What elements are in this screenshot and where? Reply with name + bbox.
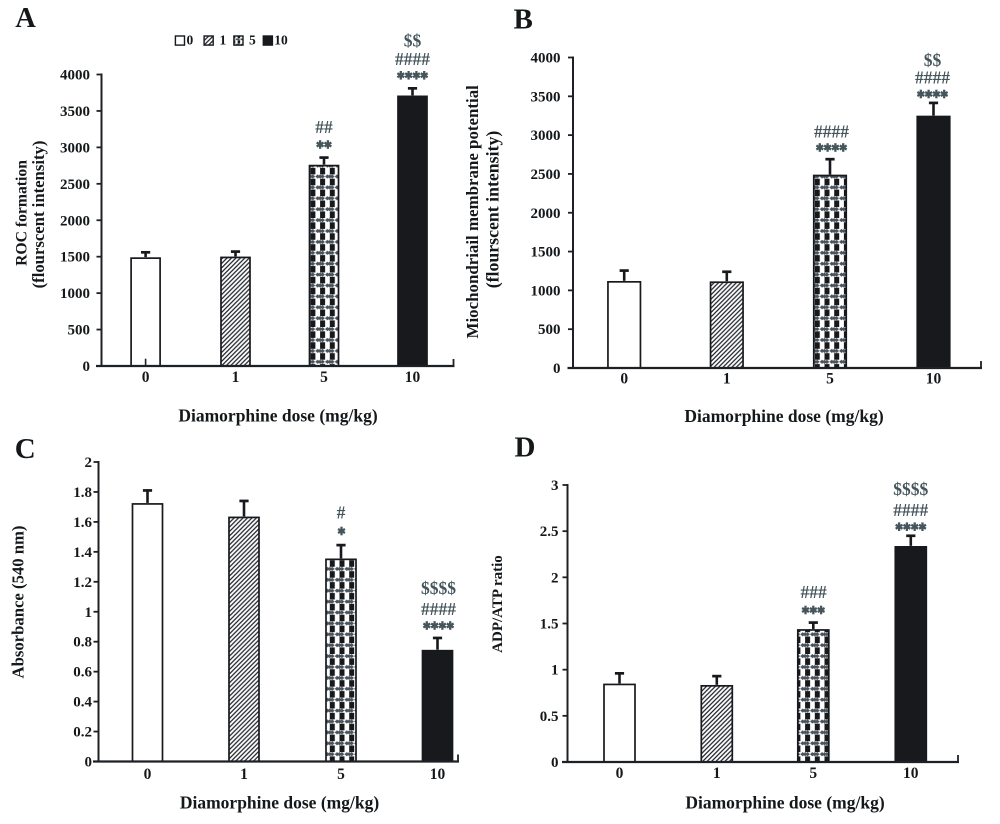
svg-text:2500: 2500 bbox=[60, 177, 90, 193]
svg-text:5: 5 bbox=[320, 369, 328, 386]
svg-text:A: A bbox=[15, 3, 36, 34]
svg-text:####: #### bbox=[421, 599, 456, 619]
svg-text:3000: 3000 bbox=[60, 140, 90, 156]
svg-text:####: #### bbox=[395, 49, 430, 69]
svg-text:1000: 1000 bbox=[531, 283, 561, 299]
svg-text:1: 1 bbox=[232, 369, 240, 386]
svg-text:1500: 1500 bbox=[531, 245, 561, 261]
svg-text:1500: 1500 bbox=[60, 250, 90, 266]
svg-text:2.5: 2.5 bbox=[540, 524, 559, 540]
svg-text:2000: 2000 bbox=[531, 206, 561, 222]
svg-text:10: 10 bbox=[903, 765, 919, 782]
svg-text:####: #### bbox=[814, 122, 849, 142]
svg-text:10: 10 bbox=[430, 766, 446, 783]
svg-text:2: 2 bbox=[85, 455, 93, 471]
svg-text:0: 0 bbox=[616, 765, 624, 782]
svg-text:##: ## bbox=[315, 117, 333, 137]
svg-text:2500: 2500 bbox=[531, 167, 561, 183]
svg-text:1: 1 bbox=[85, 605, 93, 621]
svg-text:3500: 3500 bbox=[60, 104, 90, 120]
svg-text:500: 500 bbox=[68, 323, 91, 339]
svg-text:5: 5 bbox=[809, 765, 817, 782]
svg-text:0: 0 bbox=[85, 755, 93, 771]
svg-text:####: #### bbox=[893, 500, 928, 520]
svg-text:0.2: 0.2 bbox=[73, 725, 92, 741]
svg-text:0.6: 0.6 bbox=[73, 665, 92, 681]
svg-text:Absorbance (540 nm): Absorbance (540 nm) bbox=[9, 526, 28, 679]
svg-text:$$: $$ bbox=[404, 31, 422, 51]
svg-text:1: 1 bbox=[240, 766, 248, 783]
svg-text:0: 0 bbox=[144, 766, 152, 783]
svg-text:2: 2 bbox=[551, 570, 559, 586]
svg-text:1: 1 bbox=[723, 371, 731, 388]
svg-text:10: 10 bbox=[405, 369, 421, 386]
svg-text:1.2: 1.2 bbox=[73, 575, 92, 591]
svg-text:ROC formation: ROC formation bbox=[14, 160, 31, 266]
svg-text:(flourscent intensity): (flourscent intensity) bbox=[483, 131, 504, 289]
svg-text:4000: 4000 bbox=[60, 68, 90, 84]
svg-text:1.5: 1.5 bbox=[540, 617, 559, 633]
svg-text:0: 0 bbox=[551, 755, 559, 771]
svg-text:10: 10 bbox=[274, 33, 288, 48]
svg-text:0: 0 bbox=[620, 371, 628, 388]
svg-text:0: 0 bbox=[83, 359, 91, 375]
svg-text:Diamorphine dose (mg/kg): Diamorphine dose (mg/kg) bbox=[684, 406, 883, 426]
svg-text:4000: 4000 bbox=[531, 51, 561, 67]
svg-text:3: 3 bbox=[551, 478, 559, 494]
svg-text:ADP/ATP ratio: ADP/ATP ratio bbox=[490, 555, 506, 653]
svg-text:#: # bbox=[337, 503, 346, 523]
svg-text:$$$$: $$$$ bbox=[893, 479, 928, 499]
svg-text:0: 0 bbox=[553, 361, 561, 377]
svg-text:$$: $$ bbox=[924, 50, 942, 70]
svg-text:2000: 2000 bbox=[60, 213, 90, 229]
svg-text:1000: 1000 bbox=[60, 286, 90, 302]
svg-text:Miochondriail membrane potenti: Miochondriail membrane potential bbox=[463, 85, 482, 339]
svg-text:$$$$: $$$$ bbox=[421, 578, 456, 598]
svg-text:Diamorphine dose (mg/kg): Diamorphine dose (mg/kg) bbox=[685, 793, 884, 813]
svg-text:1.8: 1.8 bbox=[73, 485, 92, 501]
svg-text:0.8: 0.8 bbox=[73, 635, 92, 651]
svg-text:3500: 3500 bbox=[531, 89, 561, 105]
svg-text:1: 1 bbox=[551, 663, 559, 679]
svg-text:0: 0 bbox=[142, 369, 150, 386]
svg-text:Diamorphine dose (mg/kg): Diamorphine dose (mg/kg) bbox=[180, 793, 379, 813]
svg-text:###: ### bbox=[800, 582, 827, 602]
svg-text:500: 500 bbox=[538, 322, 561, 338]
svg-text:1.4: 1.4 bbox=[73, 545, 92, 561]
svg-text:C: C bbox=[15, 433, 36, 465]
svg-text:1: 1 bbox=[713, 765, 721, 782]
svg-text:3000: 3000 bbox=[531, 128, 561, 144]
svg-text:0.5: 0.5 bbox=[540, 709, 559, 725]
svg-text:5: 5 bbox=[826, 371, 834, 388]
svg-text:5: 5 bbox=[337, 766, 345, 783]
svg-text:10: 10 bbox=[926, 371, 942, 388]
svg-text:D: D bbox=[515, 432, 536, 464]
svg-text:Diamorphine dose (mg/kg): Diamorphine dose (mg/kg) bbox=[178, 406, 377, 426]
svg-text:1: 1 bbox=[220, 33, 227, 48]
svg-text:0.4: 0.4 bbox=[73, 695, 92, 711]
svg-text:####: #### bbox=[915, 68, 950, 88]
svg-text:B: B bbox=[514, 4, 533, 36]
svg-text:1.6: 1.6 bbox=[73, 515, 92, 531]
svg-text:0: 0 bbox=[187, 33, 194, 48]
svg-text:5: 5 bbox=[249, 33, 256, 48]
svg-text:(flourscent intensity): (flourscent intensity) bbox=[29, 141, 48, 289]
